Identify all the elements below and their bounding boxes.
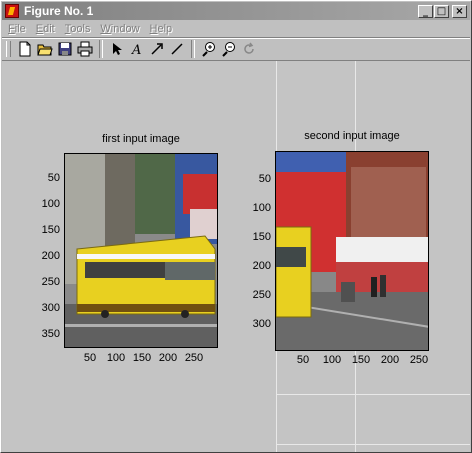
axes-1-ytick: 350	[41, 328, 60, 340]
tram-street-photo	[65, 154, 217, 347]
toolbar-grip[interactable]	[6, 41, 11, 57]
axes-2-title: second input image	[304, 130, 400, 142]
axes-1-ytick: 50	[47, 172, 60, 184]
axes-2-xtick: 100	[322, 354, 342, 366]
menu-edit[interactable]: Edit	[35, 22, 55, 35]
axes-1-ytick: 150	[41, 224, 60, 236]
axes-2-xtick: 50	[296, 354, 310, 366]
matlab-logo-icon	[5, 4, 19, 18]
axes-2-ytick: 250	[252, 289, 271, 301]
axes-2-image[interactable]	[275, 151, 429, 351]
axes-2-ytick: 50	[258, 173, 271, 185]
axes-2-xtick: 200	[380, 354, 400, 366]
zoom-out-icon[interactable]	[219, 39, 239, 59]
minimize-button[interactable]: _	[418, 4, 433, 18]
axes-1-xtick: 250	[184, 352, 204, 364]
insert-line-icon[interactable]	[167, 39, 187, 59]
axes-1-xtick: 50	[83, 352, 97, 364]
figure-toolbar: A	[2, 37, 470, 61]
figure-canvas[interactable]: first input image 50 100	[2, 61, 470, 452]
menu-bar: File Edit Tools Window Help	[2, 20, 470, 37]
menu-tools[interactable]: Tools	[64, 22, 91, 35]
axes-1-xtick: 100	[106, 352, 126, 364]
axes-1-ytick: 100	[41, 198, 60, 210]
axes-2-xtick: 150	[351, 354, 371, 366]
rotate-icon[interactable]	[239, 39, 259, 59]
axes-1-image[interactable]	[64, 153, 218, 348]
axes-1-xtick: 200	[158, 352, 178, 364]
svg-text:A: A	[131, 43, 141, 57]
axes-1-ytick: 300	[41, 302, 60, 314]
shifted-street-photo	[276, 152, 428, 350]
axes-2-ytick: 150	[252, 231, 271, 243]
print-icon[interactable]	[75, 39, 95, 59]
axes-2-ytick: 300	[252, 318, 271, 330]
close-button[interactable]: ×	[452, 4, 467, 18]
title-bar[interactable]: Figure No. 1 _ □ ×	[2, 2, 470, 20]
toolbar-separator	[191, 40, 195, 58]
toolbar-separator	[99, 40, 103, 58]
save-icon[interactable]	[55, 39, 75, 59]
axes-1-title: first input image	[102, 133, 180, 145]
axes-2-xtick: 250	[409, 354, 429, 366]
zoom-in-icon[interactable]	[199, 39, 219, 59]
axes-2-ytick: 200	[252, 260, 271, 272]
menu-file[interactable]: File	[8, 22, 26, 35]
insert-arrow-icon[interactable]	[147, 39, 167, 59]
open-folder-icon[interactable]	[35, 39, 55, 59]
guide-line-horizontal	[276, 394, 470, 395]
axes-1-xtick: 150	[132, 352, 152, 364]
window-title: Figure No. 1	[24, 4, 94, 18]
maximize-button[interactable]: □	[434, 4, 449, 18]
guide-line-horizontal	[276, 444, 470, 445]
insert-text-icon[interactable]: A	[127, 39, 147, 59]
axes-1-ytick: 200	[41, 250, 60, 262]
select-arrow-icon[interactable]	[107, 39, 127, 59]
new-file-icon[interactable]	[15, 39, 35, 59]
menu-help[interactable]: Help	[149, 22, 173, 35]
axes-2-ytick: 100	[252, 202, 271, 214]
menu-window[interactable]: Window	[100, 22, 140, 35]
axes-1-ytick: 250	[41, 276, 60, 288]
